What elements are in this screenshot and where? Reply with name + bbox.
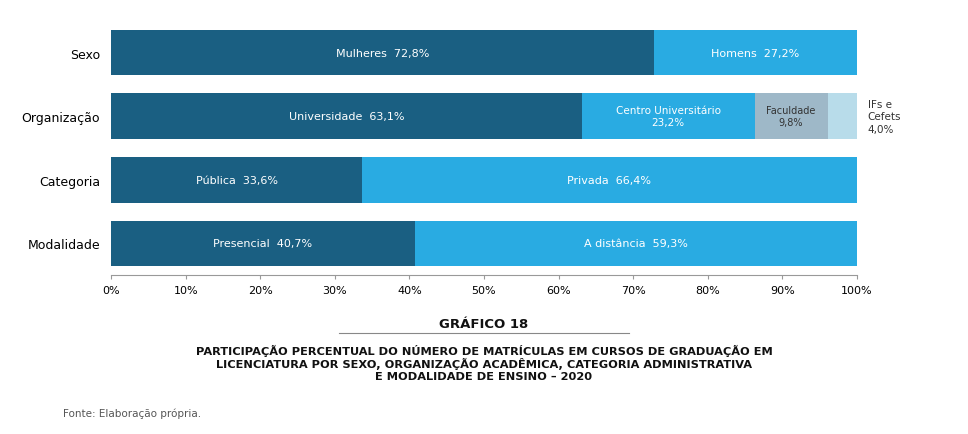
Text: Presencial  40,7%: Presencial 40,7% — [213, 239, 313, 249]
Bar — [111, 30, 654, 76]
Bar — [362, 158, 857, 203]
Bar — [111, 158, 362, 203]
Text: Privada  66,4%: Privada 66,4% — [567, 175, 651, 185]
Text: LICENCIATURA POR SEXO, ORGANIZAÇÃO ACADÊMICA, CATEGORIA ADMINISTRATIVA: LICENCIATURA POR SEXO, ORGANIZAÇÃO ACADÊ… — [216, 357, 752, 369]
Text: GRÁFICO 18: GRÁFICO 18 — [439, 317, 529, 330]
Bar — [582, 94, 755, 140]
Text: Homens  27,2%: Homens 27,2% — [711, 49, 800, 59]
Text: Mulheres  72,8%: Mulheres 72,8% — [336, 49, 430, 59]
Text: A distância  59,3%: A distância 59,3% — [584, 239, 687, 249]
Bar — [414, 221, 857, 267]
Bar — [111, 221, 414, 267]
Bar — [654, 30, 857, 76]
Text: Faculdade
9,8%: Faculdade 9,8% — [767, 106, 816, 128]
Text: Centro Universitário
23,2%: Centro Universitário 23,2% — [616, 106, 720, 128]
Bar — [755, 94, 828, 140]
Text: E MODALIDADE DE ENSINO – 2020: E MODALIDADE DE ENSINO – 2020 — [376, 372, 592, 381]
Bar — [111, 94, 582, 140]
Text: Universidade  63,1%: Universidade 63,1% — [288, 112, 405, 122]
Text: IFs e
Cefets
4,0%: IFs e Cefets 4,0% — [868, 99, 901, 134]
Text: PARTICIPAÇÃO PERCENTUAL DO NÚMERO DE MATRÍCULAS EM CURSOS DE GRADUAÇÃO EM: PARTICIPAÇÃO PERCENTUAL DO NÚMERO DE MAT… — [196, 344, 772, 356]
Text: Pública  33,6%: Pública 33,6% — [196, 175, 278, 185]
Text: Fonte: Elaboração própria.: Fonte: Elaboração própria. — [63, 408, 201, 418]
Bar — [828, 94, 858, 140]
